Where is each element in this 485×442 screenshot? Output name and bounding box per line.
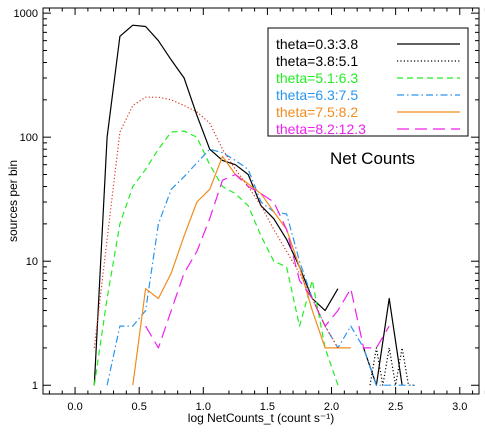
legend-label-0: theta=0.3:3.8	[276, 36, 358, 52]
legend-label-2: theta=5.1:6.3	[276, 70, 358, 86]
legend-label-1: theta=3.8:5.1	[276, 53, 358, 69]
x-tick-label: 1.5	[260, 401, 275, 413]
x-tick-label: 0.0	[67, 401, 82, 413]
y-tick-label: 1000	[14, 8, 38, 20]
y-axis-title: sources per bin	[6, 160, 20, 242]
axis-ticks: 0.0 0.5 1.0 1.5 2.0 2.5 3.0 1 10 100 1000	[14, 8, 485, 413]
x-tick-label: 2.5	[388, 401, 403, 413]
x-tick-label: 0.5	[132, 401, 147, 413]
plot-frame	[42, 7, 480, 395]
legend: theta=0.3:3.8theta=3.8:5.1theta=5.1:6.3t…	[267, 27, 469, 137]
legend-label-3: theta=6.3:7.5	[276, 87, 358, 103]
x-tick-label: 3.0	[452, 401, 467, 413]
y-tick-label: 1	[32, 380, 38, 392]
series-line-6	[93, 96, 339, 349]
series-line-3	[106, 148, 415, 386]
legend-label-5: theta=8.2:12.3	[276, 121, 366, 137]
legend-box	[267, 27, 469, 137]
series-line-2	[93, 130, 339, 386]
series-line-5	[145, 173, 390, 349]
y-tick-label: 10	[26, 256, 38, 268]
series-line-4	[132, 155, 351, 386]
x-tick-label: 1.0	[196, 401, 211, 413]
series-layer	[93, 24, 415, 386]
chart-annotation: Net Counts	[330, 149, 415, 168]
legend-label-4: theta=7.5:8.2	[276, 104, 358, 120]
x-axis-title: log NetCounts_t (count s⁻¹)	[188, 411, 334, 425]
x-tick-label: 2.0	[324, 401, 339, 413]
y-tick-label: 100	[20, 132, 38, 144]
